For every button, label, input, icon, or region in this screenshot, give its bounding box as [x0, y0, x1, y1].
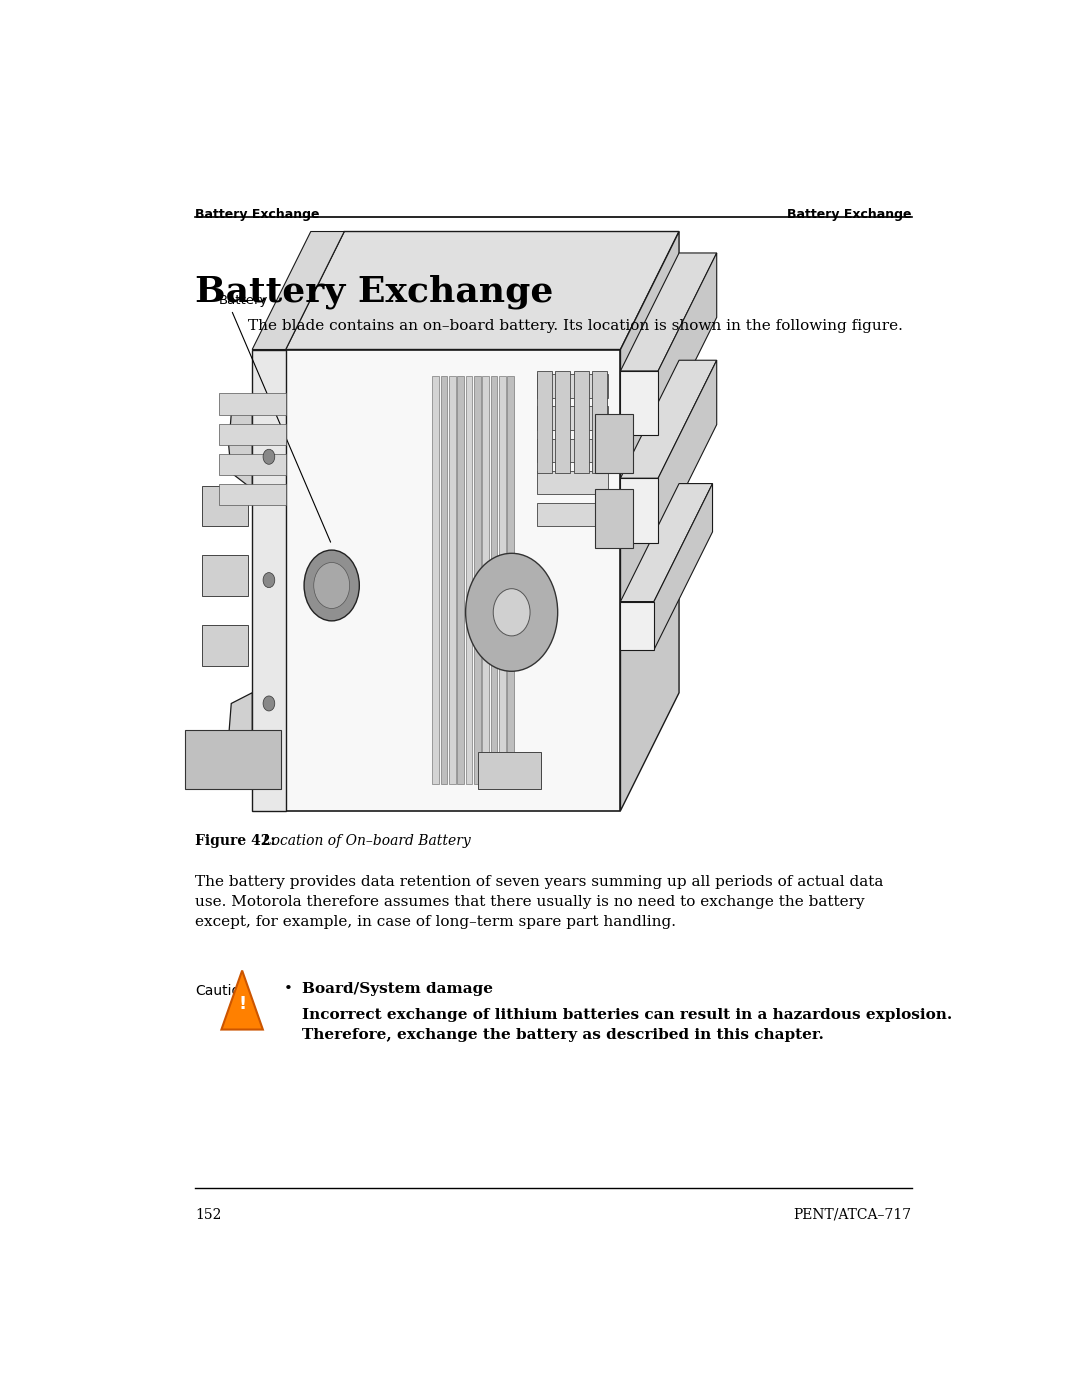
Bar [465, 376, 472, 784]
Polygon shape [654, 483, 713, 651]
Circle shape [305, 550, 360, 621]
Bar [218, 454, 285, 475]
Text: PENT/ATCA–717: PENT/ATCA–717 [794, 1208, 912, 1222]
Polygon shape [620, 478, 658, 543]
Bar [537, 407, 608, 430]
Bar [537, 439, 608, 462]
Text: Battery Exchange: Battery Exchange [195, 209, 320, 221]
Circle shape [314, 563, 350, 609]
Bar [474, 376, 481, 784]
Bar [555, 371, 570, 472]
Text: The battery provides data retention of seven years summing up all periods of act: The battery provides data retention of s… [195, 875, 883, 929]
Circle shape [465, 553, 557, 671]
Bar [218, 483, 285, 506]
Polygon shape [620, 483, 713, 602]
Polygon shape [620, 361, 717, 478]
Bar [595, 489, 633, 547]
Bar [499, 376, 505, 784]
Text: Battery: Battery [218, 294, 268, 306]
Bar [483, 376, 489, 784]
Bar [537, 471, 608, 495]
Bar [508, 376, 514, 784]
Polygon shape [620, 371, 658, 435]
Bar [573, 371, 589, 472]
Circle shape [264, 450, 274, 464]
Text: Battery Exchange: Battery Exchange [787, 209, 912, 221]
Text: Figure 42:: Figure 42: [195, 834, 275, 848]
Text: !: ! [238, 995, 246, 1013]
Bar [202, 556, 248, 596]
Bar [490, 376, 498, 784]
Polygon shape [658, 254, 717, 435]
Bar [441, 376, 447, 784]
Text: Incorrect exchange of lithium batteries can result in a hazardous explosion.
The: Incorrect exchange of lithium batteries … [302, 1009, 953, 1042]
Circle shape [494, 589, 530, 635]
Polygon shape [253, 231, 345, 350]
Polygon shape [620, 254, 717, 371]
Bar [202, 625, 248, 666]
Text: The blade contains an on–board battery. Its location is shown in the following f: The blade contains an on–board battery. … [248, 319, 903, 333]
Polygon shape [229, 403, 253, 489]
Text: 152: 152 [195, 1208, 221, 1222]
Bar [595, 414, 633, 472]
Bar [449, 376, 456, 784]
Bar [537, 375, 608, 398]
Polygon shape [285, 231, 679, 350]
Polygon shape [229, 692, 253, 779]
Text: Caution: Caution [195, 985, 249, 999]
Text: Location of On–board Battery: Location of On–board Battery [258, 834, 471, 848]
Bar [537, 503, 608, 527]
Bar [218, 393, 285, 415]
Polygon shape [285, 350, 620, 811]
Bar [218, 423, 285, 444]
Bar [592, 371, 607, 472]
Text: •: • [284, 982, 293, 996]
Bar [432, 376, 438, 784]
Bar [478, 752, 541, 790]
Text: Battery Exchange: Battery Exchange [195, 274, 554, 309]
Bar [202, 486, 248, 527]
Polygon shape [221, 971, 262, 1029]
Bar [186, 730, 282, 790]
Text: Board/System damage: Board/System damage [302, 982, 494, 996]
Polygon shape [620, 602, 654, 651]
Circle shape [264, 573, 274, 588]
Bar [457, 376, 464, 784]
Bar [537, 371, 552, 472]
Circle shape [264, 696, 274, 710]
Polygon shape [253, 350, 285, 811]
Polygon shape [658, 361, 717, 543]
Polygon shape [620, 231, 679, 811]
